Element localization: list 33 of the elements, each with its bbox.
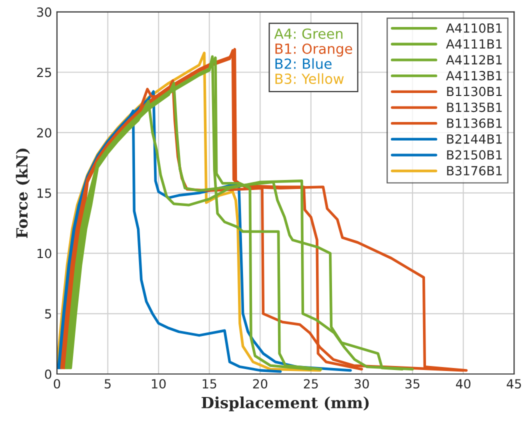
annotation: B1: Orange [275,43,352,57]
x-tick-label: 0 [54,379,60,389]
x-tick-label: 30 [354,379,369,389]
y-tick-label: 15 [38,188,52,198]
x-tick-label: 15 [202,379,216,389]
legend-label: A4111B1 [446,39,502,48]
y-tick-label: 20 [37,128,52,138]
y-tick-label: 30 [37,7,52,17]
y-tick-label: 25 [37,68,52,78]
annotation: B2: Blue [275,58,332,69]
x-tick-label: 20 [253,379,268,389]
x-tick-label: 35 [406,379,420,389]
legend-label: A4112B1 [446,55,502,64]
legend-label: B2150B1 [447,150,502,160]
x-tick-label: 45 [506,379,521,389]
y-axis-title: Force (kN) [16,148,30,238]
y-tick-label: 0 [44,369,52,379]
legend-label: B3176B1 [447,166,502,176]
x-tick-label: 25 [304,379,318,389]
x-tick-label: 10 [152,379,166,389]
legend-label: B1135B1 [447,102,502,112]
y-tick-label: 10 [38,248,52,258]
legend-label: A4113B1 [446,70,502,80]
legend-label: B2144B1 [447,134,502,144]
y-tick-label: 5 [45,309,52,319]
annotation: A4: Green [274,28,342,39]
legend-label: A4110B1 [446,23,502,33]
legend-label: B1130B1 [447,86,502,96]
x-tick-label: 40 [456,379,470,389]
x-tick-label: 5 [104,379,111,389]
legend-label: B1136B1 [447,118,502,128]
annotation: B3: Yellow [275,73,344,84]
x-axis-title: Displacement (mm) [202,396,369,412]
